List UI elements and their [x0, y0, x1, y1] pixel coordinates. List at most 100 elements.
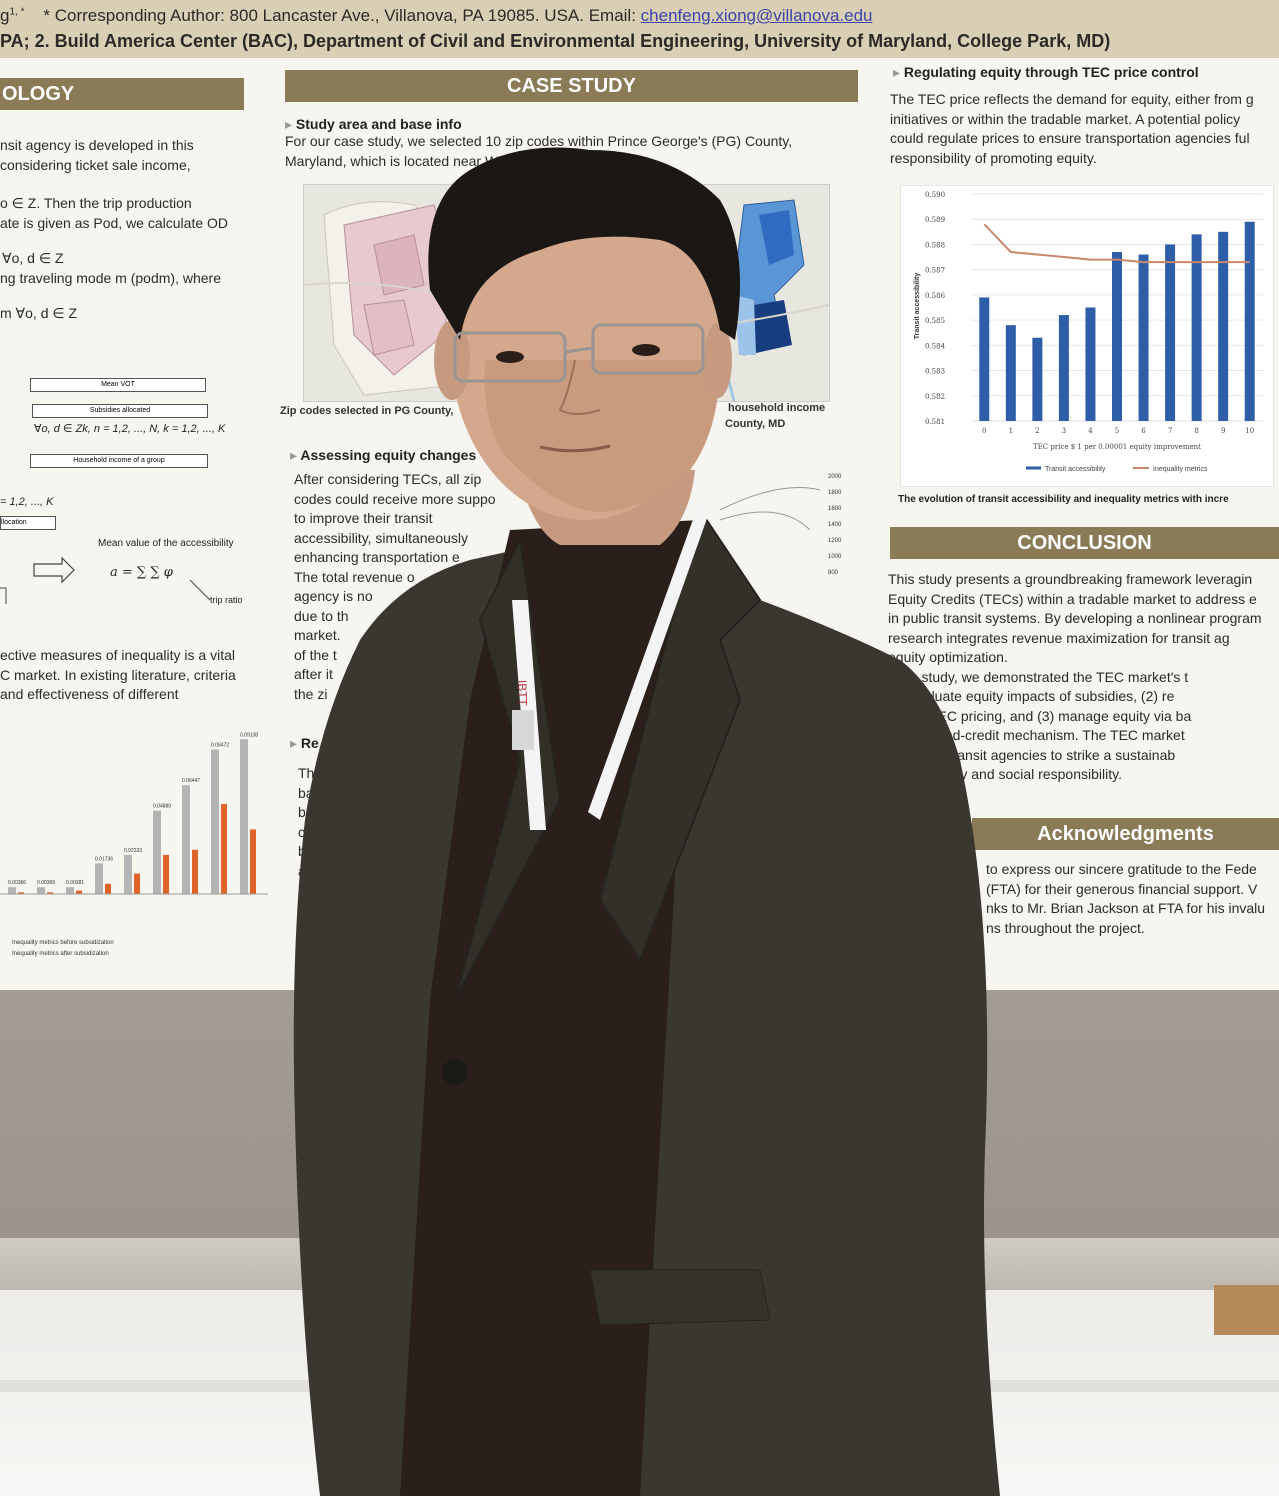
equity-changes-line: market. — [294, 627, 341, 643]
y-tick-label: 0.586 — [925, 292, 946, 300]
x-tick-label: 8 — [1194, 427, 1198, 435]
revenue-line-chart: 2000 1800 1600 1400 1200 1000 800 — [719, 474, 842, 576]
map-caption-right-1: household income — [728, 402, 826, 414]
bar-before — [66, 887, 74, 894]
equity-changes-line: The total revenue o — [294, 568, 415, 585]
svg-text:1800: 1800 — [828, 490, 842, 496]
y-tick-label: 0.585 — [925, 317, 945, 325]
bar-value-label: 0.06447 — [182, 778, 200, 784]
trip-ratio-label: trip ratio — [210, 595, 243, 605]
box-mean-vot: Mean VOT — [30, 378, 206, 392]
x-tick-label: 3 — [1062, 427, 1066, 435]
conclusion-line: aseline-and-credit mechanism. The TEC ma… — [888, 727, 1185, 743]
legend-label: Inequality metrics — [1153, 466, 1208, 473]
left-legend-before: Inequality metrics before subsidization — [12, 940, 114, 946]
formula-arrow-diagram: a = ∑ ∑ φ — [0, 556, 211, 604]
equity-changes-line: After considering TECs, all zip — [294, 471, 482, 487]
bar-transit-accessibility — [1005, 325, 1016, 421]
equity-changes-line: due to th — [294, 607, 349, 624]
case-study-title: CASE STUDY — [285, 70, 858, 102]
x-axis-label: TEC price $ 1 per 0.00001 equity improve… — [1033, 443, 1201, 451]
regulating-heading: Regulating equity through TEC price cont… — [893, 64, 1199, 81]
formula-1: ∀o, d ∈ Zk, n = 1,2, ..., N, k = 1,2, ..… — [34, 423, 226, 435]
y-axis-label: Transit accessibility — [914, 273, 921, 340]
bar-value-label: 0.01736 — [95, 856, 113, 862]
equity-changes-line: the zi — [294, 685, 328, 702]
study-area-text: For our case study, we selected 10 zip c… — [285, 133, 793, 169]
x-tick-label: 1 — [1009, 427, 1013, 435]
x-tick-label: 2 — [1035, 427, 1039, 435]
conclusion-line: namic TEC pricing, and (3) manage equity… — [888, 707, 1192, 724]
poster-header — [0, 0, 1279, 58]
bar-after — [134, 873, 140, 894]
equity-changes-line: codes could receive more suppo — [294, 490, 496, 507]
equity-changes-line: accessibility, simultaneously — [294, 529, 469, 546]
line-inequality-metrics — [983, 223, 1250, 264]
conclusion-line: (1) evaluate equity impacts of subsidies… — [888, 688, 1175, 704]
left-legend-after: Inequality metrics after subsidization — [12, 951, 109, 957]
acknowledgments-title: Acknowledgments — [972, 818, 1279, 850]
bar-value-label: 0.02333 — [124, 848, 142, 854]
email-link[interactable]: chenfeng.xiong@villanova.edu — [640, 6, 873, 25]
bar-after — [76, 890, 82, 894]
bar-before — [37, 887, 45, 894]
bar-value-label: 0.08472 — [211, 743, 229, 749]
bar-transit-accessibility — [1244, 221, 1255, 421]
bar-value-label: 0.09138 — [240, 732, 258, 738]
map-caption-right-2: County, MD — [725, 418, 786, 430]
svg-text:1400: 1400 — [828, 522, 842, 528]
bar-transit-accessibility — [1138, 254, 1149, 421]
conclusion-line: thway for transit agencies to strike a s… — [888, 746, 1176, 763]
svg-text:1600: 1600 — [828, 506, 842, 512]
svg-text:800: 800 — [828, 570, 839, 576]
formula-2: = 1,2, ..., K — [0, 496, 54, 508]
bar-after — [192, 849, 198, 894]
svg-text:2000: 2000 — [828, 474, 842, 480]
bar-transit-accessibility — [1058, 315, 1069, 421]
bar-after — [105, 883, 111, 894]
x-tick-label: 5 — [1115, 427, 1119, 435]
chart-caption: The evolution of transit accessibility a… — [898, 494, 1229, 505]
y-tick-label: 0.583 — [925, 368, 945, 376]
acknowledgments-text: to express our sincere gratitude to the … — [986, 861, 1266, 936]
bar-after — [221, 803, 227, 894]
tec-price-chart: 0.590 0.589 0.588 0.587 0.586 0.585 0.584 0.583… — [900, 185, 1274, 487]
bar-before — [8, 887, 16, 894]
svg-text:1200: 1200 — [828, 538, 842, 544]
svg-text:IBTT: IBTT — [515, 680, 530, 707]
mean-label: Mean value of the accessibility — [98, 538, 234, 549]
regulating-heading-partial: Re — [290, 735, 319, 752]
x-tick-label: 9 — [1221, 427, 1225, 435]
bar-transit-accessibility — [1112, 252, 1122, 421]
bar-after — [18, 892, 24, 894]
y-tick-label: 0.590 — [925, 191, 945, 199]
map-caption-left: Zip codes selected in PG County, — [280, 405, 454, 417]
header-affiliation: PA; 2. Build America Center (BAC), Depar… — [0, 31, 1111, 51]
y-tick-label: 0.581 — [925, 418, 945, 426]
bar-before — [211, 749, 219, 894]
y-tick-label: 0.588 — [925, 241, 945, 249]
bar-transit-accessibility — [979, 297, 990, 421]
methodology-text: nsit agency is developed in this conside… — [0, 137, 229, 321]
y-tick-label: 0.582 — [925, 393, 945, 401]
svg-text:a = ∑ ∑ φ: a = ∑ ∑ φ — [110, 565, 174, 580]
header-line-1: g1, * * Corresponding Author: 800 Lancas… — [0, 6, 873, 25]
box-subsidies: Subsidies allocated — [32, 404, 208, 418]
bar-before — [182, 785, 190, 894]
bar-before — [240, 739, 248, 894]
svg-text:1000: 1000 — [828, 554, 842, 560]
bar-value-label: 0.00366 — [8, 880, 26, 886]
bar-transit-accessibility — [1032, 337, 1043, 421]
equity-changes-line: enhancing transportation e — [294, 549, 460, 565]
x-tick-label: 7 — [1168, 427, 1172, 435]
equity-changes-line: of the t — [294, 646, 337, 663]
x-tick-label: 4 — [1088, 427, 1093, 435]
bar-after — [163, 854, 169, 894]
equity-changes-heading: Assessing equity changes — [290, 447, 476, 464]
box-allocation: llocation — [0, 516, 56, 530]
box-household: Household income of a group — [30, 454, 208, 468]
bar-value-label: 0.04880 — [153, 804, 171, 810]
wood-block — [1214, 1285, 1279, 1335]
bar-transit-accessibility — [1191, 234, 1202, 421]
